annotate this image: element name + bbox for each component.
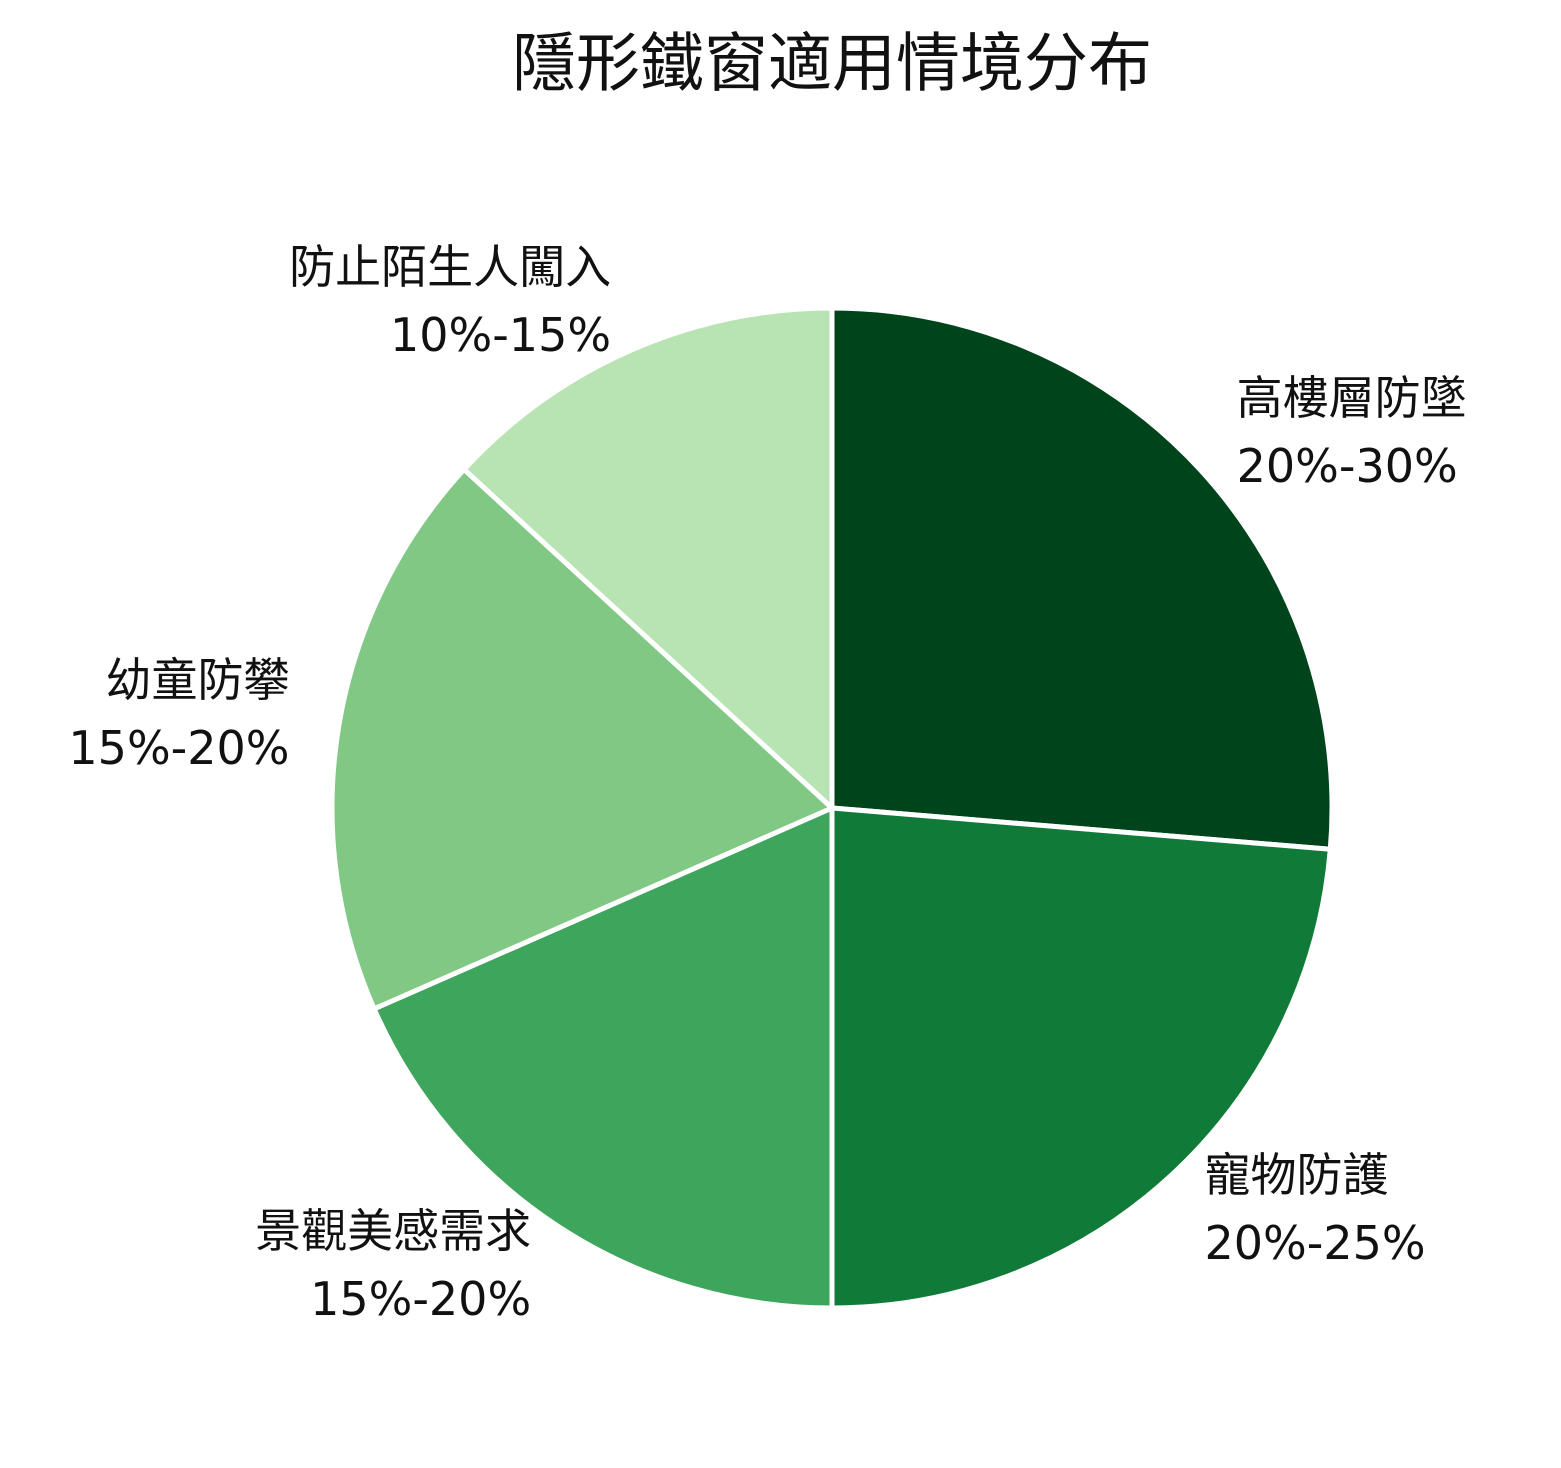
pie-slice [461, 305, 835, 811]
value-label: 20%-25% [1205, 1216, 1426, 1270]
chart-title: 隱形鐵窗適用情境分布 [512, 28, 1152, 102]
slice-label: 防止陌生人闖入 [289, 240, 611, 294]
pie [329, 305, 1335, 1311]
pie-slice [829, 305, 1335, 852]
value-label: 20%-30% [1237, 439, 1458, 493]
pie-slice [829, 805, 1333, 1311]
value-label: 10%-15% [390, 308, 611, 362]
value-label: 15%-20% [310, 1272, 531, 1326]
slice-label: 高樓層防墜 [1237, 371, 1467, 425]
slice-label: 幼童防攀 [106, 653, 290, 707]
pie-slice [329, 466, 835, 1012]
slice-label: 寵物防護 [1205, 1148, 1389, 1202]
pie-slice [371, 805, 835, 1311]
slice-label: 景觀美感需求 [255, 1204, 531, 1258]
value-label: 15%-20% [68, 721, 289, 775]
